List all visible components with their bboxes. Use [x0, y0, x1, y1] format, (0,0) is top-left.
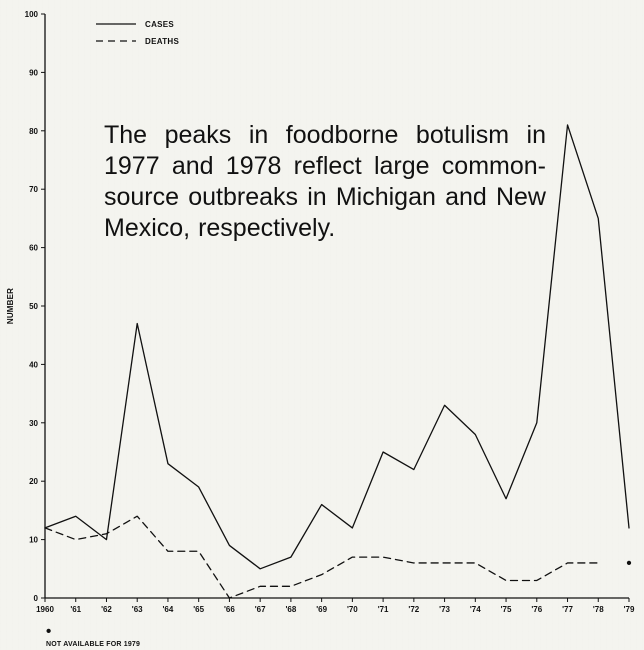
cases-data-point — [228, 544, 230, 546]
y-tick-label: 0 — [34, 594, 39, 603]
y-tick-label: 30 — [29, 419, 38, 428]
x-tick-label: '67 — [255, 605, 266, 614]
y-tick-label: 90 — [29, 68, 38, 77]
x-tick-label: '74 — [470, 605, 481, 614]
y-tick-label: 100 — [25, 10, 39, 19]
cases-data-point — [75, 515, 77, 517]
cases-data-point — [536, 422, 538, 424]
cases-data-point — [105, 538, 107, 540]
deaths-data-point — [351, 556, 353, 558]
series-layer — [44, 124, 630, 599]
y-tick-label: 40 — [29, 360, 38, 369]
x-tick-label: '78 — [593, 605, 604, 614]
y-tick-label: 70 — [29, 185, 38, 194]
x-tick-label: '75 — [501, 605, 512, 614]
cases-data-point — [136, 322, 138, 324]
deaths-legend-label: DEATHS — [145, 37, 179, 46]
deaths-data-point — [105, 533, 107, 535]
deaths-data-point — [474, 562, 476, 564]
cases-data-point — [474, 433, 476, 435]
deaths-data-point — [443, 562, 445, 564]
x-tick-label: '79 — [624, 605, 635, 614]
y-tick-label: 20 — [29, 477, 38, 486]
deaths-data-point — [197, 550, 199, 552]
cases-data-point — [197, 486, 199, 488]
deaths-data-point — [566, 562, 568, 564]
deaths-data-point — [320, 573, 322, 575]
deaths-data-point — [597, 562, 599, 564]
deaths-data-point — [413, 562, 415, 564]
cases-data-point — [566, 124, 568, 126]
footnote-symbol: • — [46, 623, 51, 640]
x-tick-label: '68 — [285, 605, 296, 614]
x-tick-label: '76 — [531, 605, 542, 614]
deaths-data-point — [382, 556, 384, 558]
y-axis-label: NUMBER — [6, 288, 15, 324]
x-tick-label: '70 — [347, 605, 358, 614]
y-tick-label: 50 — [29, 302, 38, 311]
x-tick-label: '77 — [562, 605, 573, 614]
y-tick-label: 80 — [29, 127, 38, 136]
x-tick-label: '62 — [101, 605, 112, 614]
cases-data-point — [290, 556, 292, 558]
deaths-data-point — [505, 579, 507, 581]
deaths-data-point — [290, 585, 292, 587]
cases-data-point — [167, 462, 169, 464]
labels-layer: NUMBER••NOT AVAILABLE FOR 1979 — [6, 288, 632, 648]
cases-data-point — [259, 568, 261, 570]
missing-data-marker: • — [626, 555, 631, 572]
x-tick-label: '72 — [408, 605, 419, 614]
deaths-data-point — [136, 515, 138, 517]
legend: CASES DEATHS — [96, 20, 179, 46]
cases-data-point — [597, 217, 599, 219]
axes-layer: 0 10 20 30 40 50 60 70 80 90 100 1960 '61 '62 '63 '64 '6… — [25, 10, 635, 614]
deaths-data-point — [259, 585, 261, 587]
cases-data-point — [505, 498, 507, 500]
x-tick-label: '64 — [163, 605, 174, 614]
y-tick-label: 10 — [29, 536, 38, 545]
cases-data-point — [413, 468, 415, 470]
x-tick-label: '63 — [132, 605, 143, 614]
deaths-data-point — [167, 550, 169, 552]
deaths-data-point — [228, 597, 230, 599]
cases-series-line — [44, 124, 630, 570]
cases-data-point — [351, 527, 353, 529]
x-tick-label: '66 — [224, 605, 235, 614]
cases-data-point — [382, 451, 384, 453]
deaths-data-point — [75, 538, 77, 540]
cases-legend-label: CASES — [145, 20, 174, 29]
x-tick-label: '69 — [316, 605, 327, 614]
x-tick-label: '73 — [439, 605, 450, 614]
x-tick-label: 1960 — [36, 605, 54, 614]
x-tick-label: '61 — [70, 605, 81, 614]
footnote-text: NOT AVAILABLE FOR 1979 — [46, 641, 140, 648]
cases-data-point — [320, 503, 322, 505]
x-tick-label: '65 — [193, 605, 204, 614]
deaths-data-point — [536, 579, 538, 581]
cases-data-point — [628, 527, 630, 529]
deaths-series-line — [44, 515, 599, 599]
x-tick-label: '71 — [378, 605, 389, 614]
cases-data-point — [443, 404, 445, 406]
deaths-data-point — [44, 527, 46, 529]
y-tick-label: 60 — [29, 244, 38, 253]
